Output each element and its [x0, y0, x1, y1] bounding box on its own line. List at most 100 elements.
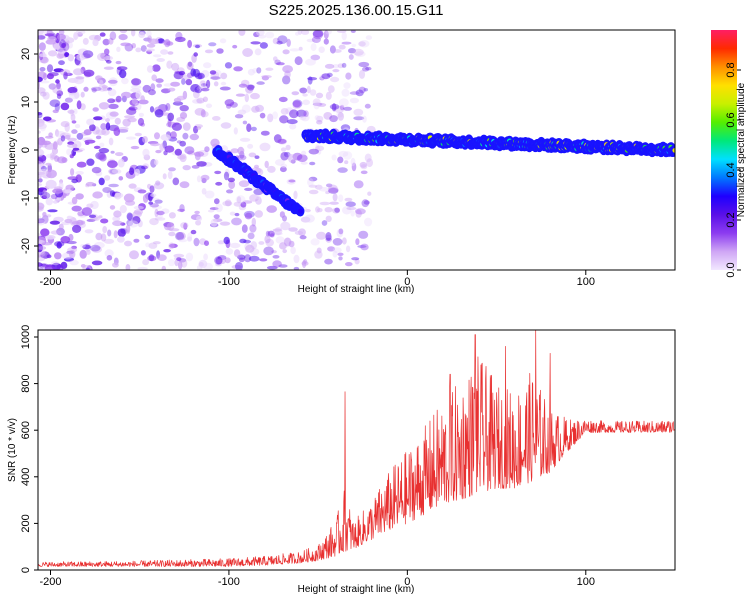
spectrogram-noise-blob — [274, 227, 283, 236]
spectrogram-noise-blob — [312, 30, 323, 40]
spectrogram-noise-blob — [109, 31, 117, 41]
spectrogram-noise-blob — [63, 71, 68, 80]
spectrogram-noise-blob — [38, 112, 43, 116]
spectrogram-noise-blob — [187, 236, 192, 242]
spectrogram-noise-blob — [41, 154, 46, 164]
spectrogram-noise-blob — [112, 220, 123, 227]
spectrogram-noise-blob — [168, 167, 176, 172]
spectrogram-noise-blob — [107, 88, 117, 97]
spectrogram-noise-blob — [104, 48, 110, 55]
spectrogram-noise-blob — [49, 99, 61, 107]
spectrogram-noise-blob — [346, 206, 357, 211]
spectrogram-noise-blob — [220, 72, 228, 80]
spectrogram-noise-blob — [86, 218, 96, 222]
spectrogram-noise-blob — [192, 99, 203, 104]
spectrogram-noise-blob — [80, 264, 86, 268]
spectrogram-noise-blob — [114, 117, 121, 125]
spectrogram-noise-blob — [184, 146, 195, 155]
spectrogram-noise-blob — [46, 254, 52, 259]
spectrogram-noise-blob — [290, 246, 296, 255]
spectrogram-noise-blob — [205, 103, 213, 109]
spectrogram-noise-blob — [40, 228, 50, 237]
spectrogram-noise-blob — [365, 35, 373, 40]
spectrogram-noise-blob — [229, 242, 241, 249]
spectrogram-noise-blob — [132, 216, 141, 225]
spectrogram-noise-blob — [73, 31, 78, 41]
spectrogram-noise-blob — [244, 93, 249, 103]
spectrogram-noise-blob — [69, 217, 77, 226]
spectrogram-noise-blob — [280, 108, 289, 115]
spectrogram-noise-blob — [233, 66, 243, 72]
spectrogram-noise-blob — [196, 161, 207, 167]
spectrogram-noise-blob — [224, 199, 232, 207]
spectrogram-noise-blob — [187, 150, 195, 156]
spectrogram-noise-blob — [75, 54, 87, 61]
spectrogram-noise-blob — [45, 197, 53, 206]
spectrogram-noise-blob — [307, 76, 313, 85]
spectrogram-noise-blob — [145, 48, 156, 52]
spectrogram-noise-blob — [74, 53, 80, 59]
spectrogram-noise-blob — [324, 63, 335, 69]
spectrogram-noise-blob — [324, 258, 333, 265]
spectrogram-noise-blob — [259, 258, 268, 262]
spectrogram-noise-blob — [338, 194, 344, 202]
spectrogram-noise-blob — [282, 249, 288, 254]
spectrogram-noise-blob — [308, 148, 319, 155]
snr-frame — [37, 329, 676, 571]
spectrogram-noise-blob — [156, 83, 162, 88]
spectrogram-noise-blob — [71, 196, 78, 205]
spectrogram-noise-blob — [252, 68, 258, 74]
spectrogram-noise-blob — [101, 85, 108, 89]
spectrogram-noise-blob — [333, 105, 345, 114]
spectrogram-noise-blob — [43, 72, 48, 81]
spectrogram-noise-blob — [302, 99, 310, 106]
spectrogram-noise-blob — [343, 106, 352, 111]
spectrogram-noise-blob — [331, 154, 337, 161]
spectrogram-noise-blob — [162, 40, 172, 46]
spectrogram-noise-blob — [315, 92, 324, 99]
spectrogram-noise-blob — [196, 215, 203, 222]
spectrogram-noise-blob — [224, 99, 235, 107]
spectrogram-noise-blob — [172, 101, 184, 106]
spectrogram-noise-blob — [194, 72, 205, 80]
spectrogram-noise-blob — [214, 198, 220, 205]
spectrogram-noise-blob — [171, 122, 182, 131]
x-tick-label: -100 — [218, 276, 240, 288]
spectrogram-noise-blob — [316, 247, 322, 254]
spectrogram-noise-blob — [245, 244, 255, 253]
snr-panel: -200 -100 0 100 0 200 400 600 800 1000 Height of… — [7, 325, 676, 595]
spectrogram-noise-blob — [82, 37, 89, 45]
spectrogram-noise-blob — [64, 97, 73, 103]
spectrogram-noise-blob — [38, 42, 46, 51]
spectrogram-noise-blob — [85, 249, 91, 255]
spectrogram-noise-blob — [325, 190, 330, 195]
spectrogram-noise-blob — [109, 205, 116, 210]
spectrogram-noise-blob — [74, 56, 81, 66]
spectrogram-noise-blob — [83, 86, 89, 92]
spectrogram-noise-blob — [38, 140, 44, 149]
spectrogram-noise-blob — [286, 178, 296, 185]
spectrogram-noise-blob — [251, 105, 260, 113]
spectrogram-noise-blob — [176, 231, 186, 241]
spectrogram-noise-blob — [272, 260, 282, 268]
spectrogram-noise-blob — [113, 230, 118, 239]
spectrogram-noise-blob — [196, 265, 203, 270]
spectrogram-noise-blob — [103, 238, 115, 244]
spectrogram-noise-blob — [247, 143, 254, 149]
spectrogram-noise-blob — [69, 108, 75, 117]
spectrogram-noise-blob — [130, 145, 140, 150]
spectrogram-noise-blob — [190, 229, 197, 235]
spectrogram-noise-blob — [295, 31, 300, 36]
spectrogram-noise-blob — [70, 168, 75, 176]
spectrogram-noise-blob — [323, 112, 333, 120]
spectrogram-noise-blob — [154, 109, 164, 118]
spectrogram-noise-blob — [48, 50, 58, 57]
spectrogram-noise-blob — [358, 61, 370, 68]
spectrogram-noise-blob — [89, 213, 99, 221]
spectrogram-noise-blob — [140, 250, 146, 256]
spectrogram-noise-blob — [242, 120, 248, 125]
spectrogram-noise-blob — [115, 192, 124, 198]
spectrogram-noise-blob — [91, 260, 103, 266]
spectrogram-noise-blob — [152, 241, 161, 245]
spectrogram-noise-blob — [234, 114, 244, 119]
